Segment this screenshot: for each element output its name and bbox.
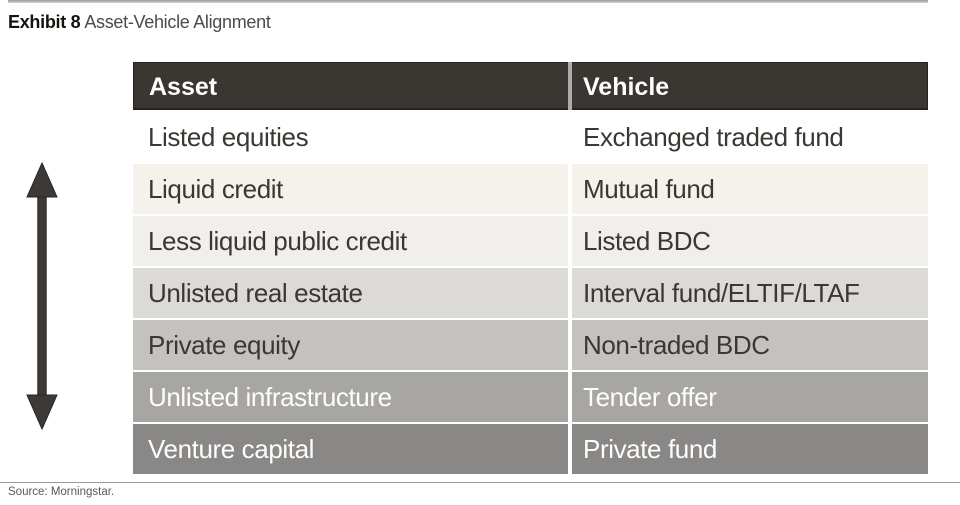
table-row: Liquid credit Mutual fund [133,164,928,214]
exhibit-number: Exhibit 8 [8,12,81,32]
column-divider [568,112,572,162]
vehicle-cell: Mutual fund [572,164,928,214]
table-row: Less liquid public credit Listed BDC [133,216,928,266]
asset-cell: Unlisted infrastructure [133,372,568,422]
column-divider [568,62,572,110]
table-row: Venture capital Private fund [133,424,928,474]
asset-cell: Venture capital [133,424,568,474]
table-row: Unlisted real estate Interval fund/ELTIF… [133,268,928,318]
vehicle-cell: Private fund [572,424,928,474]
column-divider [568,216,572,266]
column-divider [568,268,572,318]
exhibit-title: Exhibit 8 Asset-Vehicle Alignment [8,12,271,33]
table-row: Private equity Non-traded BDC [133,320,928,370]
vehicle-cell: Interval fund/ELTIF/LTAF [572,268,928,318]
asset-cell: Less liquid public credit [133,216,568,266]
table-row: Listed equities Exchanged traded fund [133,112,928,162]
top-divider [8,0,928,3]
table-row: Unlisted infrastructure Tender offer [133,372,928,422]
vehicle-cell: Exchanged traded fund [572,112,928,162]
vehicle-cell: Tender offer [572,372,928,422]
asset-cell: Liquid credit [133,164,568,214]
vehicle-cell: Non-traded BDC [572,320,928,370]
column-divider [568,424,572,474]
liquidity-spectrum-arrow-icon [26,162,58,430]
column-divider [568,372,572,422]
asset-cell: Listed equities [133,112,568,162]
footer-divider [0,482,960,483]
column-divider [568,320,572,370]
column-header-asset: Asset [133,62,568,110]
exhibit-name: Asset-Vehicle Alignment [84,12,271,32]
vehicle-cell: Listed BDC [572,216,928,266]
asset-cell: Unlisted real estate [133,268,568,318]
source-note: Source: Morningstar. [8,486,115,498]
asset-vehicle-table: Asset Vehicle Listed equities Exchanged … [133,62,928,474]
column-header-vehicle: Vehicle [572,62,928,110]
table-header-row: Asset Vehicle [133,62,928,110]
column-divider [568,164,572,214]
asset-cell: Private equity [133,320,568,370]
